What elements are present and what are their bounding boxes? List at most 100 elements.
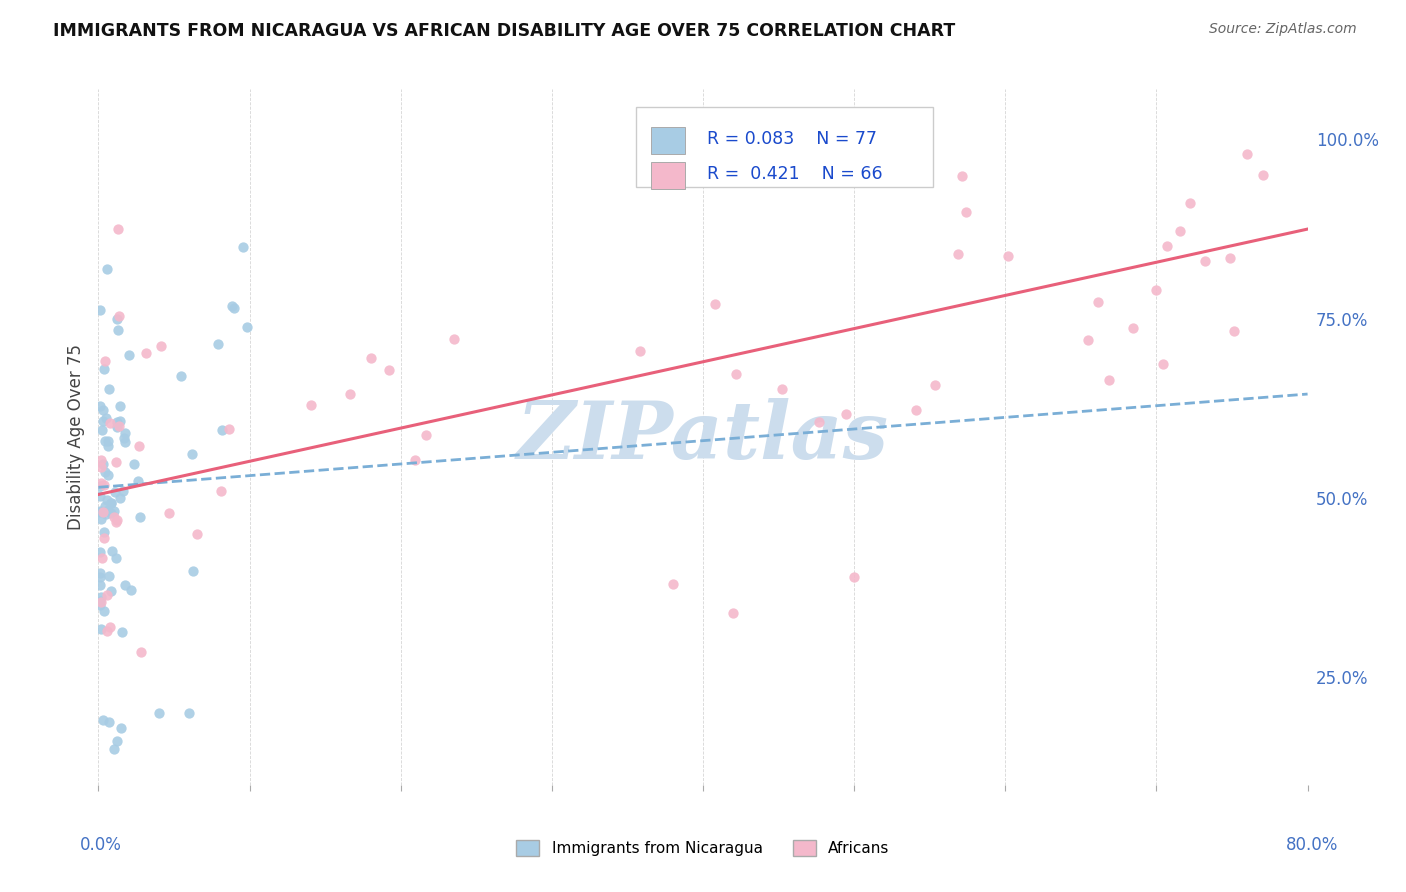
Point [157,506,180,520]
Point [128,439,150,453]
Point [104,515,127,529]
Point [89,504,111,518]
Point [1087,294,1109,309]
Point [104,455,127,469]
Point [110,491,132,505]
Text: 80.0%: 80.0% [1285,836,1339,854]
Point [97,714,120,729]
Point [415,427,437,442]
Point [105,734,128,748]
Point [104,484,127,499]
Point [1178,196,1201,211]
Point [1156,239,1178,253]
Point [127,475,149,489]
Point [150,339,173,353]
Point [770,382,793,396]
Point [1327,153,1350,168]
Point [952,169,974,183]
Point [107,323,129,337]
Point [100,507,122,521]
Point [91,414,114,428]
Point [90,460,112,475]
Point [114,434,136,449]
Point [181,564,204,578]
Text: R = 0.083    N = 77: R = 0.083 N = 77 [707,130,876,148]
Point [89,566,111,581]
Text: Source: ZipAtlas.com: Source: ZipAtlas.com [1209,22,1357,37]
Point [997,250,1019,264]
Point [105,311,128,326]
Point [97,434,120,448]
Point [91,714,114,728]
Point [89,545,111,559]
Legend: Immigrants from Nicaragua, Africans: Immigrants from Nicaragua, Africans [510,834,896,862]
Point [98,382,121,396]
Point [108,414,131,428]
Point [209,483,232,498]
FancyBboxPatch shape [651,162,685,189]
Point [91,505,114,519]
Text: 0.0%: 0.0% [80,836,122,854]
Point [98,620,121,634]
Point [1170,224,1192,238]
Point [108,400,131,414]
Point [339,387,361,401]
Point [96,588,118,602]
Text: ZIPatlas: ZIPatlas [517,399,889,475]
Point [378,363,401,377]
Point [207,336,229,351]
Point [100,584,122,599]
Point [404,453,426,467]
Point [103,504,125,518]
Point [107,309,129,323]
Point [904,402,927,417]
Point [111,624,134,639]
Point [105,420,128,434]
Point [211,423,233,437]
Point [129,509,152,524]
Point [93,531,115,545]
Point [93,362,115,376]
Point [1194,253,1216,268]
Point [96,493,118,508]
Point [101,544,124,558]
Point [1098,373,1121,387]
Point [107,221,129,235]
Point [1144,283,1167,297]
Point [723,606,745,620]
Point [1223,325,1246,339]
Point [96,410,118,425]
Point [89,598,111,612]
Point [91,457,114,471]
Y-axis label: Disability Age Over 75: Disability Age Over 75 [66,344,84,530]
Point [1251,168,1274,182]
Point [93,525,115,540]
Point [93,465,115,479]
Point [835,407,858,421]
Point [443,332,465,346]
Point [1219,251,1241,265]
Point [110,721,132,735]
Point [97,568,120,582]
Point [98,416,121,430]
FancyBboxPatch shape [651,128,685,154]
Text: IMMIGRANTS FROM NICARAGUA VS AFRICAN DISABILITY AGE OVER 75 CORRELATION CHART: IMMIGRANTS FROM NICARAGUA VS AFRICAN DIS… [53,22,956,40]
Point [97,503,120,517]
Point [108,419,131,434]
Point [89,593,111,607]
Point [1122,321,1144,335]
Point [100,496,122,510]
Point [179,706,201,721]
Point [751,125,773,139]
Point [90,475,112,490]
Point [1077,333,1099,347]
Point [111,484,134,499]
Point [955,204,977,219]
Point [232,240,254,254]
Point [90,594,112,608]
Point [97,439,120,453]
Point [89,489,111,503]
Point [103,742,125,756]
Point [725,367,748,381]
Point [222,301,245,316]
